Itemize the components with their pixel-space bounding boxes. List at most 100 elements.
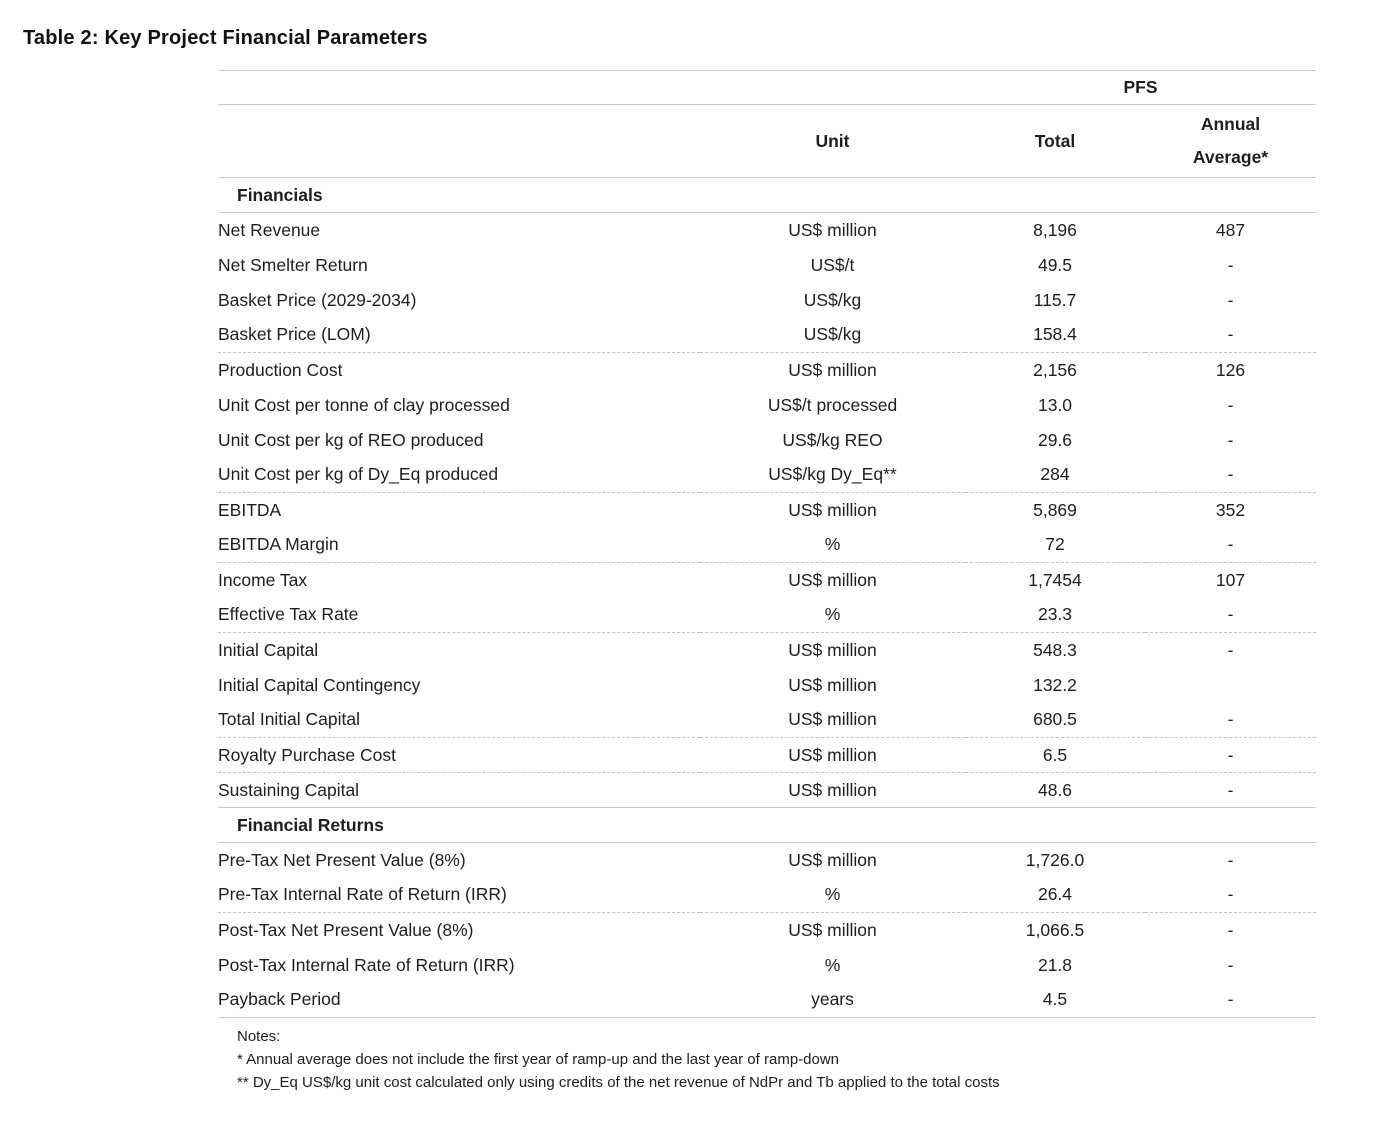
pfs-group-header: PFS [965,70,1317,105]
table-row: Royalty Purchase Cost US$ million 6.5- [218,737,1317,773]
cell-param: Total Initial Capital [218,702,700,738]
cell-annual: - [1145,457,1317,493]
table-row: Total Initial Capital US$ million 680.5- [218,702,1317,738]
empty-cell [700,70,965,105]
cell-annual: - [1227,639,1234,660]
cell-total: 26.4 [965,877,1145,913]
table-row: Post-Tax Net Present Value (8%) US$ milli… [218,913,1316,948]
cell-param: Post-Tax Internal Rate of Return (IRR) [218,954,515,975]
notes-heading: Notes: [237,1028,281,1045]
table-row: Net Revenue US$ million 8,196 487 [218,213,1316,248]
cell-total: 284 [965,457,1145,493]
cell-param: Initial Capital Contingency [218,674,421,695]
annual-average-column-header: Annual Average* [1145,104,1317,178]
cell-param: Net Smelter Return [218,254,368,275]
cell-annual: - [1227,849,1234,870]
cell-total: 6.5 [965,737,1145,773]
cell-unit: US$ million [788,359,877,380]
table-row: Pre-Tax Net Present Value (8%) US$ millio… [218,843,1316,878]
cell-param: Unit Cost per tonne of clay processed [218,394,510,415]
unit-column-header: Unit [700,104,965,178]
cell-param: Sustaining Capital [218,772,700,808]
notes: Notes: * Annual average does not include… [237,1025,1375,1094]
cell-param: Effective Tax Rate [218,597,700,633]
cell-total: 680.5 [965,702,1145,738]
cell-annual: 126 [1215,359,1246,380]
table-row: Unit Cost per kg of Dy_Eq produced US$/kg… [218,457,1317,493]
cell-unit: US$ million [788,499,877,520]
cell-param: Initial Capital [218,639,319,660]
cell-unit: US$/kg [803,289,862,310]
cell-annual: - [1227,919,1234,940]
note-annual-average: * Annual average does not include the fi… [237,1051,840,1068]
cell-annual: - [1227,954,1234,975]
cell-param: Production Cost [218,359,343,380]
section-header-label: Financials [218,177,1317,213]
cell-total: 23.3 [965,597,1145,633]
cell-total: 72 [965,527,1145,563]
empty-cell [218,70,700,105]
cell-annual: - [1145,527,1317,563]
cell-unit: US$ million [788,849,877,870]
table: PFS Unit Total Annual Average* Financials… [218,70,1317,1018]
table-header-row: Unit Total Annual Average* [218,104,1317,178]
cell-total: 29.6 [1037,429,1073,450]
cell-unit: US$ million [788,569,877,590]
cell-param: Basket Price (2029-2034) [218,289,417,310]
table-row: Basket Price (LOM) US$/kg 158.4- [218,317,1317,353]
cell-unit: US$/kg [700,317,965,353]
cell-unit: years [700,982,965,1018]
table-row: EBITDA Margin% 72- [218,527,1317,563]
table-body: Financials Net Revenue US$ million 8,196 487… [218,177,1317,1018]
table-row: Income Tax US$ million 1,7454 107 [218,563,1316,598]
cell-total: 8,196 [1033,219,1077,240]
cell-annual: - [1145,877,1317,913]
cell-annual: - [1227,394,1234,415]
cell-unit: % [700,597,965,633]
cell-unit: US$ million [788,219,877,240]
cell-param: Net Revenue [218,219,321,240]
cell-total: 49.5 [1037,254,1073,275]
cell-total: 5,869 [1033,499,1077,520]
cell-total: 48.6 [965,772,1145,808]
table-row: Initial Capital Contingency US$ million 13… [218,668,1316,703]
table-row: Effective Tax Rate% 23.3- [218,597,1317,633]
table-row: Basket Price (2029-2034) US$/kg 115.7 - [218,283,1316,318]
cell-unit: US$/t [810,254,855,275]
cell-param: EBITDA Margin [218,527,700,563]
cell-unit: % [700,527,965,563]
cell-param: Royalty Purchase Cost [218,737,700,773]
cell-total: 548.3 [1033,639,1077,660]
cell-total: 13.0 [1037,394,1073,415]
table-row: Production Cost US$ million 2,156 126 [218,353,1316,388]
cell-unit: US$ million [700,772,965,808]
annual-average-line2: Average* [1192,147,1269,167]
cell-annual: - [1145,737,1317,773]
note-dy-eq: ** Dy_Eq US$/kg unit cost calculated onl… [237,1074,1000,1091]
cell-total: 1,066.5 [1025,919,1085,940]
table-row: Unit Cost per tonne of clay processed US$… [218,388,1316,423]
financial-parameters-table: PFS Unit Total Annual Average* Financials… [218,70,1317,1018]
cell-unit: US$ million [788,919,877,940]
page-title: Table 2: Key Project Financial Parameter… [23,27,428,49]
cell-annual: 352 [1215,499,1246,520]
cell-annual: - [1227,289,1234,310]
cell-unit: % [824,954,841,975]
table-row: Sustaining Capital US$ million 48.6- [218,772,1317,808]
cell-param: Unit Cost per kg of Dy_Eq produced [218,457,700,493]
cell-unit: US$/kg Dy_Eq** [700,457,965,493]
cell-total: 132.2 [1033,674,1077,695]
cell-unit: US$ million [788,674,877,695]
cell-param: Post-Tax Net Present Value (8%) [218,919,474,940]
cell-unit: US$ million [788,639,877,660]
cell-total: 1,726.0 [1025,849,1085,870]
cell-unit: US$ million [700,702,965,738]
table-row: Post-Tax Internal Rate of Return (IRR)% 2… [218,948,1316,983]
cell-total: 4.5 [965,982,1145,1018]
cell-param: Pre-Tax Net Present Value (8%) [218,849,466,870]
cell-unit: % [700,877,965,913]
section-header-row: Financial Returns [218,807,1317,843]
cell-annual [1145,668,1316,703]
empty-cell [218,104,700,178]
table-row: Net Smelter Return US$/t 49.5 - [218,248,1316,283]
